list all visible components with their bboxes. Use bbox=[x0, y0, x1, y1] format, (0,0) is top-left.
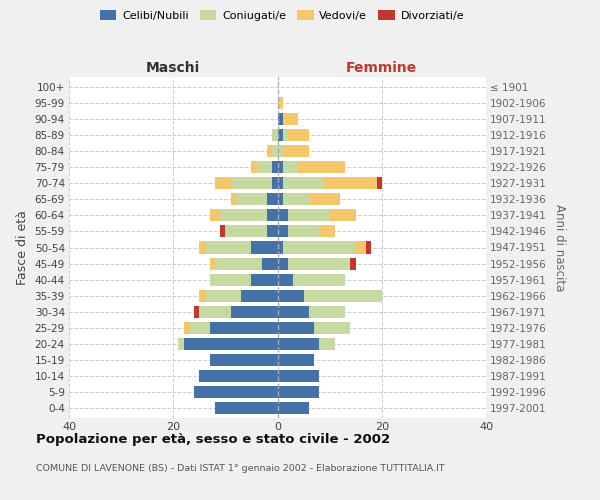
Bar bbox=[210, 210, 220, 222]
Bar bbox=[272, 178, 277, 190]
Bar bbox=[199, 290, 205, 302]
Bar bbox=[220, 210, 267, 222]
Bar bbox=[199, 370, 277, 382]
Text: Femmine: Femmine bbox=[346, 61, 418, 75]
Bar bbox=[267, 146, 272, 158]
Bar bbox=[267, 194, 277, 205]
Bar bbox=[277, 162, 283, 173]
Bar bbox=[277, 258, 288, 270]
Bar bbox=[236, 194, 267, 205]
Bar bbox=[184, 338, 277, 349]
Bar bbox=[277, 242, 283, 254]
Bar bbox=[210, 274, 251, 285]
Bar bbox=[325, 178, 377, 190]
Bar bbox=[272, 129, 277, 141]
Bar bbox=[277, 370, 319, 382]
Bar bbox=[277, 386, 319, 398]
Bar bbox=[267, 226, 277, 237]
Bar bbox=[277, 402, 309, 414]
Bar bbox=[220, 226, 226, 237]
Bar bbox=[283, 162, 298, 173]
Bar bbox=[304, 290, 382, 302]
Bar bbox=[314, 322, 350, 334]
Bar bbox=[350, 258, 356, 270]
Bar bbox=[241, 290, 277, 302]
Bar bbox=[230, 178, 272, 190]
Bar bbox=[215, 402, 277, 414]
Bar bbox=[251, 274, 277, 285]
Bar bbox=[277, 210, 288, 222]
Bar bbox=[288, 258, 350, 270]
Text: Maschi: Maschi bbox=[146, 61, 200, 75]
Bar bbox=[205, 290, 241, 302]
Bar bbox=[189, 322, 210, 334]
Y-axis label: Fasce di età: Fasce di età bbox=[16, 210, 29, 285]
Bar bbox=[277, 178, 283, 190]
Bar bbox=[277, 97, 283, 109]
Bar bbox=[277, 226, 288, 237]
Bar bbox=[194, 306, 199, 318]
Bar bbox=[293, 274, 345, 285]
Bar bbox=[356, 242, 366, 254]
Bar bbox=[309, 194, 340, 205]
Text: COMUNE DI LAVENONE (BS) - Dati ISTAT 1° gennaio 2002 - Elaborazione TUTTITALIA.I: COMUNE DI LAVENONE (BS) - Dati ISTAT 1° … bbox=[36, 464, 445, 473]
Bar bbox=[288, 226, 319, 237]
Bar bbox=[283, 113, 298, 125]
Text: Popolazione per età, sesso e stato civile - 2002: Popolazione per età, sesso e stato civil… bbox=[36, 432, 390, 446]
Bar bbox=[283, 194, 309, 205]
Bar bbox=[277, 306, 309, 318]
Bar bbox=[277, 354, 314, 366]
Bar bbox=[215, 258, 262, 270]
Bar bbox=[194, 386, 277, 398]
Bar bbox=[262, 258, 277, 270]
Bar bbox=[277, 113, 283, 125]
Y-axis label: Anni di nascita: Anni di nascita bbox=[553, 204, 566, 291]
Bar bbox=[251, 242, 277, 254]
Bar bbox=[329, 210, 356, 222]
Bar bbox=[277, 146, 283, 158]
Bar bbox=[309, 306, 345, 318]
Bar bbox=[298, 162, 345, 173]
Bar bbox=[283, 146, 309, 158]
Bar bbox=[366, 242, 371, 254]
Bar bbox=[319, 226, 335, 237]
Bar bbox=[199, 242, 205, 254]
Bar bbox=[267, 210, 277, 222]
Bar bbox=[251, 162, 257, 173]
Bar bbox=[257, 162, 272, 173]
Bar bbox=[215, 178, 230, 190]
Bar bbox=[277, 338, 319, 349]
Bar bbox=[178, 338, 184, 349]
Bar bbox=[377, 178, 382, 190]
Bar bbox=[205, 242, 251, 254]
Bar bbox=[210, 258, 215, 270]
Bar bbox=[283, 129, 288, 141]
Bar bbox=[210, 322, 277, 334]
Bar bbox=[288, 210, 329, 222]
Bar bbox=[283, 242, 356, 254]
Legend: Celibi/Nubili, Coniugati/e, Vedovi/e, Divorziati/e: Celibi/Nubili, Coniugati/e, Vedovi/e, Di… bbox=[95, 6, 469, 25]
Bar bbox=[277, 274, 293, 285]
Bar bbox=[277, 194, 283, 205]
Bar bbox=[277, 290, 304, 302]
Bar bbox=[319, 338, 335, 349]
Bar bbox=[277, 322, 314, 334]
Bar bbox=[277, 129, 283, 141]
Bar bbox=[272, 162, 277, 173]
Bar bbox=[210, 354, 277, 366]
Bar bbox=[199, 306, 230, 318]
Bar bbox=[230, 306, 277, 318]
Bar bbox=[283, 178, 325, 190]
Bar bbox=[288, 129, 309, 141]
Bar bbox=[230, 194, 236, 205]
Bar bbox=[272, 146, 277, 158]
Bar bbox=[184, 322, 189, 334]
Bar bbox=[226, 226, 267, 237]
